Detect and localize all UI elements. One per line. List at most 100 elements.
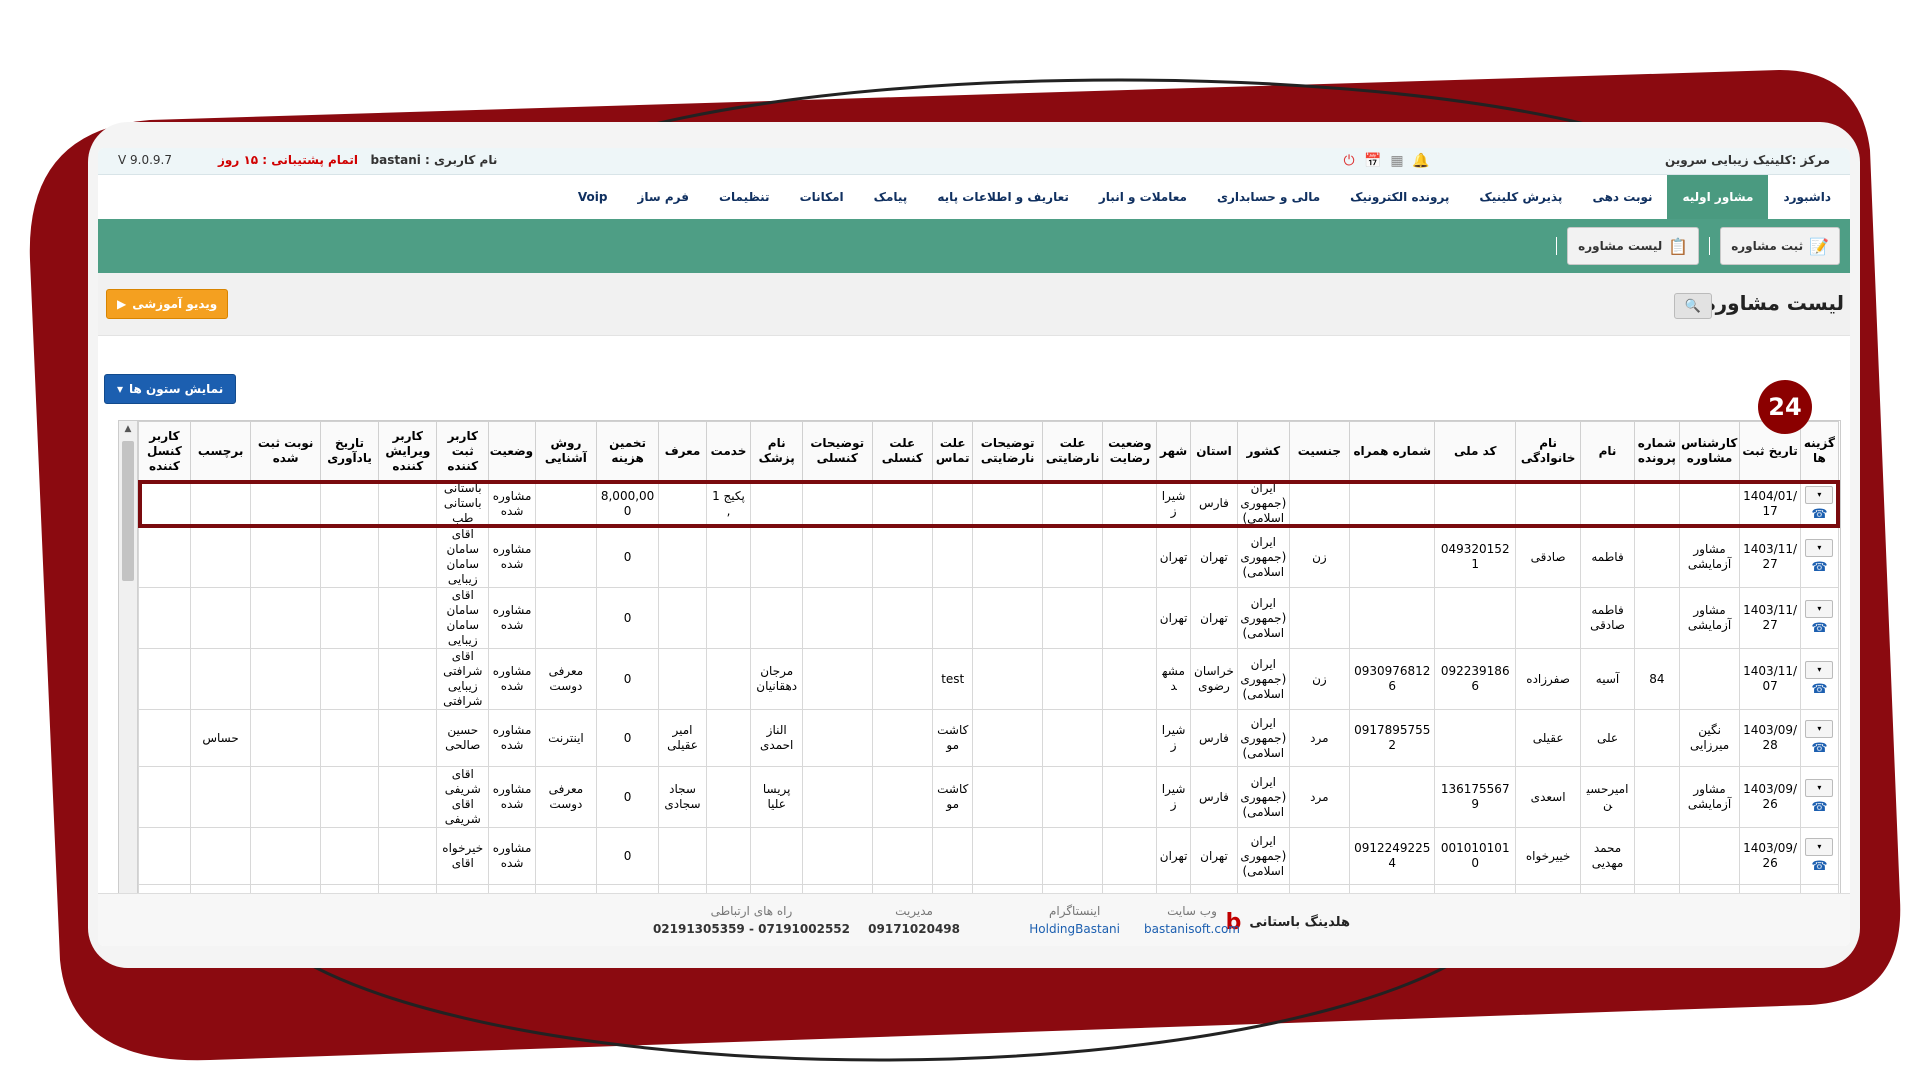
nav-electronic-record[interactable]: پرونده الکترونیک <box>1350 190 1450 204</box>
column-header[interactable]: کاربر ویرایش کننده <box>378 421 438 481</box>
table-row[interactable]: ▾ ☎ 1403/11/27 مشاور آزمایشی فاطمه صادقی 04932… <box>138 526 1840 588</box>
table-row[interactable]: ▾ ☎ 1403/11/07 84 آسیه صفرزاده 0922391866 09309… <box>138 648 1840 710</box>
table-cell: تهران <box>1189 526 1239 588</box>
nav-dashboard[interactable]: داشبورد <box>1783 190 1831 204</box>
row-options-dropdown[interactable]: ▾ <box>1805 779 1834 797</box>
table-row[interactable]: ▾ ☎ 1403/09/26 محمد مهدیی خییرخواه 0010101010… <box>138 827 1840 885</box>
column-header[interactable]: شهر <box>1156 421 1191 481</box>
column-header[interactable]: نام <box>1580 421 1635 481</box>
row-options-cell[interactable]: ▾☎ <box>1799 587 1840 649</box>
column-header[interactable]: توضیحات کنسلی <box>801 421 873 481</box>
column-header[interactable]: تاریخ یادآوری <box>319 421 380 481</box>
search-button[interactable]: 🔍 <box>1674 293 1712 319</box>
column-header[interactable]: وضعیت رضایت <box>1102 421 1158 481</box>
phone-icon[interactable]: ☎ <box>1811 800 1828 815</box>
column-header[interactable]: گزینه ها <box>1799 421 1840 481</box>
column-header[interactable]: معرف <box>658 421 707 481</box>
table-cell <box>319 648 380 710</box>
row-options-dropdown[interactable]: ▾ <box>1805 720 1834 738</box>
row-options-cell[interactable]: ▾☎ <box>1799 526 1840 588</box>
column-header[interactable]: کاربر ثبت کننده <box>436 421 490 481</box>
table-cell <box>1678 648 1741 710</box>
table-row[interactable]: ▾ ☎ 1403/11/27 مشاور آزمایشی فاطمه صادقی ایرا… <box>138 587 1840 649</box>
column-header[interactable]: علت تماس <box>932 421 974 481</box>
nav-sms[interactable]: پیامک <box>873 190 908 204</box>
consultation-list-button[interactable]: 📋 لیست مشاوره <box>1567 227 1700 265</box>
row-options-dropdown[interactable]: ▾ <box>1805 838 1834 856</box>
row-options-dropdown[interactable]: ▾ <box>1805 600 1834 618</box>
scroll-up-icon[interactable]: ▲ <box>124 424 132 434</box>
nav-initial-consultant[interactable]: مشاور اولیه <box>1667 175 1769 219</box>
nav-form-builder[interactable]: فرم ساز <box>637 190 689 204</box>
row-options-dropdown[interactable]: ▾ <box>1805 485 1834 504</box>
phone-icon[interactable]: ☎ <box>1811 506 1828 522</box>
power-icon[interactable]: ⏻ <box>1343 153 1355 169</box>
table-row[interactable]: ▾ ☎ 1403/09/28 نگین میرزایی علی عقیلی 09178957… <box>138 709 1840 767</box>
column-header[interactable]: علت نارضایتی <box>1041 421 1104 481</box>
table-cell <box>871 827 934 885</box>
nav-inventory[interactable]: معاملات و انبار <box>1098 190 1187 204</box>
column-header[interactable]: توضیحات نارضایتی <box>972 421 1043 481</box>
column-header[interactable]: نام پزشک <box>750 421 803 481</box>
nav-features[interactable]: امکانات <box>799 190 844 204</box>
column-header[interactable]: کارشناس مشاوره <box>1678 421 1741 481</box>
table-cell <box>1102 827 1158 885</box>
footer-contact: راه های ارتباطی 07191002552 - 0219130535… <box>653 902 850 938</box>
table-cell: صفرزاده <box>1515 648 1582 710</box>
instagram-link[interactable]: HoldingBastani <box>1029 922 1120 936</box>
column-header[interactable]: کشور <box>1237 421 1290 481</box>
column-header[interactable]: تخمین هزینه <box>595 421 660 481</box>
row-options-cell[interactable]: ▾☎ <box>1799 766 1840 828</box>
column-header[interactable]: شماره همراه <box>1349 421 1436 481</box>
table-cell <box>658 827 707 885</box>
table-cell: ایران (جمهوری اسلامی) <box>1237 526 1290 588</box>
column-header[interactable]: خدمت <box>705 421 752 481</box>
column-header[interactable]: شماره پرونده <box>1633 421 1680 481</box>
phone-icon[interactable]: ☎ <box>1811 560 1828 575</box>
phone-icon[interactable]: ☎ <box>1811 859 1828 874</box>
table-row[interactable]: ▾ ☎ 1404/01/17 ایران (جمهوری اسلامی) فارس شیر… <box>137 479 1840 528</box>
row-options-cell[interactable]: ▾☎ <box>1799 827 1840 885</box>
table-cell: اقای شرافتی زیبایی شرافتی <box>436 648 490 710</box>
column-header[interactable]: روش آشنایی <box>535 421 597 481</box>
nav-accounting[interactable]: مالی و حسابداری <box>1216 190 1321 204</box>
scrollbar-thumb[interactable] <box>122 441 134 581</box>
nav-settings[interactable]: تنظیمات <box>718 190 770 204</box>
vertical-scrollbar[interactable]: ▲ <box>119 421 138 945</box>
column-header[interactable]: برچسب <box>189 421 252 481</box>
table-cell <box>705 709 752 767</box>
row-options-dropdown[interactable]: ▾ <box>1805 539 1834 557</box>
row-options-cell[interactable]: ▾☎ <box>1799 648 1840 710</box>
table-cell: ایران (جمهوری اسلامی) <box>1237 480 1290 527</box>
table-cell: ایران (جمهوری اسلامی) <box>1237 648 1290 710</box>
nav-clinic-reception[interactable]: پذیرش کلینیک <box>1479 190 1563 204</box>
column-header[interactable]: کد ملی <box>1434 421 1517 481</box>
nav-appointments[interactable]: نوبت دهی <box>1592 190 1653 204</box>
show-columns-button[interactable]: نمایش ستون ها ▾ <box>104 374 237 404</box>
nav-voip[interactable]: Voip <box>577 190 608 204</box>
table-cell <box>871 480 934 527</box>
row-options-dropdown[interactable]: ▾ <box>1805 661 1834 679</box>
column-header[interactable]: جنسیت <box>1288 421 1351 481</box>
phone-icon[interactable]: ☎ <box>1811 621 1828 636</box>
website-link[interactable]: bastanisoft.com <box>1144 922 1240 936</box>
column-header[interactable]: علت کنسلی <box>871 421 934 481</box>
table-cell <box>1102 526 1158 588</box>
phone-icon[interactable]: ☎ <box>1811 741 1828 756</box>
table-row[interactable]: ▾ ☎ 1403/09/26 مشاور آزمایشی امیرحسین اسعدی 13… <box>138 766 1840 828</box>
row-options-cell[interactable]: ▾☎ <box>1799 709 1840 767</box>
register-consultation-button[interactable]: 📝 ثبت مشاوره <box>1720 227 1840 265</box>
row-options-cell[interactable]: ▾☎ <box>1799 480 1840 527</box>
bell-icon[interactable]: 🔔 <box>1412 153 1430 169</box>
table-cell <box>138 709 191 767</box>
column-header[interactable]: کاربر کنسل کننده <box>138 421 191 481</box>
column-header[interactable]: نوبت ثبت شده <box>250 421 321 481</box>
column-header[interactable]: وضعیت <box>488 421 537 481</box>
calendar-icon[interactable]: ▦ <box>1390 153 1404 169</box>
column-header[interactable]: استان <box>1189 421 1239 481</box>
nav-base-definitions[interactable]: تعاریف و اطلاعات پایه <box>937 190 1069 204</box>
tutorial-video-button[interactable]: ویدیو آموزشی ▶ <box>106 289 229 319</box>
phone-icon[interactable]: ☎ <box>1811 682 1828 697</box>
calendar-check-icon[interactable]: 📅 <box>1364 153 1382 169</box>
column-header[interactable]: نام خانوادگی <box>1515 421 1582 481</box>
